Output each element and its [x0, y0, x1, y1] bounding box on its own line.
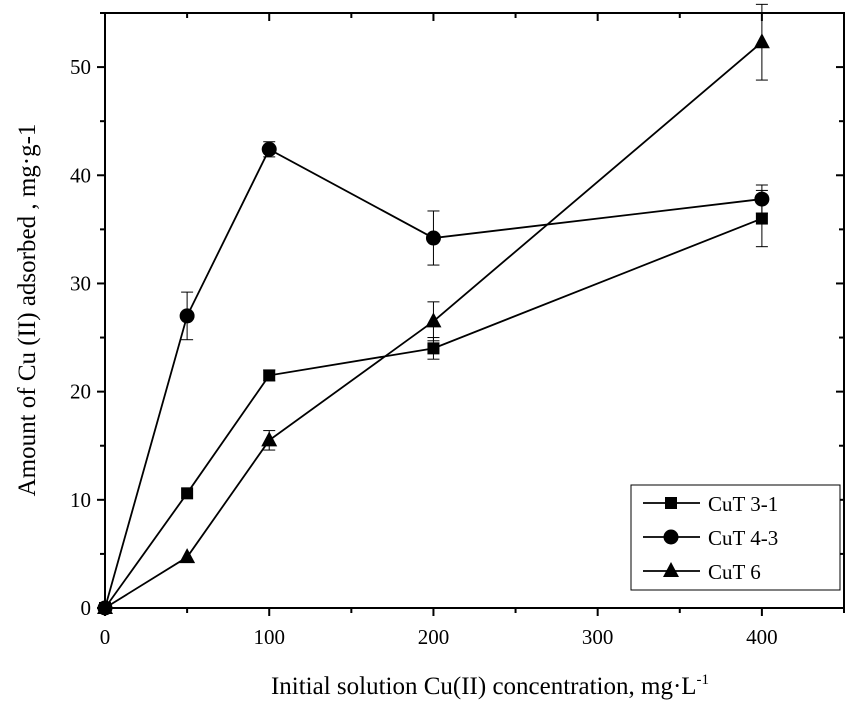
- data-point: [181, 487, 194, 500]
- data-point: [179, 548, 196, 564]
- data-point: [753, 33, 770, 49]
- legend-item: CuT 4-3: [643, 526, 778, 550]
- x-tick-label: 100: [253, 625, 285, 649]
- legend-marker: [663, 562, 679, 577]
- y-tick-label: 10: [70, 488, 91, 512]
- legend-label: CuT 4-3: [708, 526, 778, 550]
- data-point: [179, 308, 195, 324]
- x-axis-label: Initial solution Cu(II) concentration, m…: [271, 672, 709, 700]
- y-tick-label: 40: [70, 163, 91, 187]
- x-axis-label-superscript: -1: [697, 672, 710, 688]
- legend-marker: [663, 529, 679, 545]
- series-cut-4-3: [97, 141, 770, 616]
- data-point: [755, 212, 768, 225]
- data-point: [261, 431, 278, 447]
- y-tick-label: 50: [70, 55, 91, 79]
- legend-label: CuT 6: [708, 560, 761, 584]
- data-point: [261, 141, 277, 157]
- data-point: [425, 312, 442, 328]
- x-tick-label: 400: [746, 625, 778, 649]
- y-tick-label: 20: [70, 380, 91, 404]
- data-point: [754, 191, 770, 207]
- x-tick-label: 200: [418, 625, 450, 649]
- series-cut-6: [97, 3, 770, 614]
- legend-marker: [665, 497, 677, 509]
- plot-frame: [104, 12, 845, 609]
- data-point: [427, 342, 440, 355]
- data-point: [97, 599, 113, 614]
- legend-item: CuT 3-1: [643, 492, 778, 516]
- legend: CuT 3-1 CuT 4-3 CuT 6: [630, 484, 841, 591]
- legend-label: CuT 3-1: [708, 492, 778, 516]
- data-point: [263, 369, 276, 382]
- y-axis-label: Amount of Cu (II) adsorbed , mg·g-1: [14, 124, 41, 497]
- y-tick-label: 30: [70, 271, 91, 295]
- axes: 0 100 200 300 400 0 10 20 30 40 50: [70, 12, 845, 649]
- legend-item: CuT 6: [643, 560, 761, 584]
- series-marks: [97, 3, 770, 616]
- x-tick-label: 300: [582, 625, 614, 649]
- data-point: [425, 230, 441, 246]
- x-tick-label: 0: [100, 625, 111, 649]
- y-tick-label: 0: [81, 596, 92, 620]
